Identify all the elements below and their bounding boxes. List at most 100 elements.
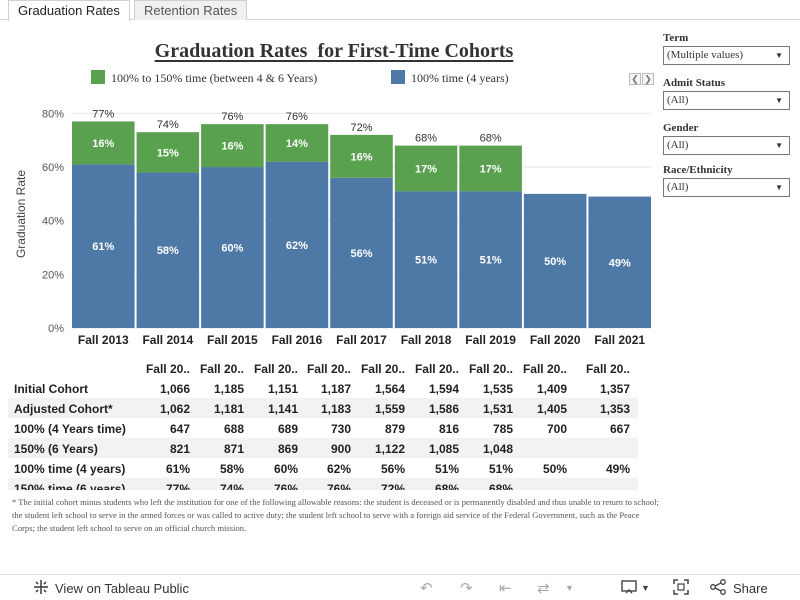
chart-title: Graduation Rates for First-Time Cohorts [154,40,514,62]
sheet-tabs: Graduation Rates Retention Rates [0,0,800,21]
column-header: Fall 20.. [253,362,298,376]
chevron-down-icon: ▼ [775,51,783,60]
row-label: Adjusted Cohort* [14,402,113,416]
table-cell: 60% [273,462,298,476]
term-value: (Multiple values) [667,49,744,61]
table-cell: 1,531 [482,402,513,416]
table-cell: 76% [273,482,298,490]
cohort-data-table[interactable]: Fall 20.. Fall 20.. Fall 20.. Fall 20.. … [8,358,638,490]
share-icon[interactable] [710,579,726,599]
view-on-tableau-public-link[interactable]: View on Tableau Public [55,581,189,596]
table-cell: 1,564 [374,382,405,396]
tab-retention-rates[interactable]: Retention Rates [134,0,248,20]
y-axis-title: Graduation Rate [14,170,28,258]
revert-icon[interactable]: ⇤ [499,580,512,597]
bar-150-time [330,134,393,178]
bar-150-time [459,145,522,192]
refresh-icon[interactable]: ⇄ [537,580,550,597]
bar-label-100-time: 51% [415,255,437,267]
bar-total-label: 77% [92,108,114,120]
table-cell: 1,357 [599,382,630,396]
column-header: Fall 20.. [585,362,630,376]
redo-icon[interactable]: ↷ [460,580,473,597]
tab-graduation-rates[interactable]: Graduation Rates [8,0,130,21]
bar-label-150-time: 17% [480,163,502,175]
x-tick-label: Fall 2019 [465,333,516,347]
table-cell: 1,586 [428,402,459,416]
bar-100-time [136,172,200,328]
bar-label-100-time: 60% [221,243,243,255]
table-cell: 1,409 [536,382,567,396]
table-cell: 667 [609,422,630,436]
bar-label-150-time: 15% [157,147,179,159]
table-cell: 50% [542,462,567,476]
table-cell: 58% [219,462,244,476]
table-cell: 1,353 [599,402,630,416]
table-cell: 647 [169,422,190,436]
table-cell: 1,181 [213,402,244,416]
bar-total-label: 68% [415,133,437,145]
filter-label-gender: Gender [663,122,699,134]
bar-100-time [523,193,587,328]
scroll-right-icon[interactable]: ❯ [642,73,654,85]
table-cell: 785 [492,422,513,436]
bar-100-time [394,191,458,328]
table-cell: 68% [488,482,513,490]
x-tick-label: Fall 2015 [207,333,258,347]
bar-total-label: 76% [221,111,243,123]
table-cell: 816 [438,422,459,436]
table-cell: 1,066 [159,382,190,396]
table-cell: 49% [605,462,630,476]
table-cell: 700 [546,422,567,436]
legend-item-100[interactable]: 100% time (4 years) [391,70,509,86]
admit-status-select[interactable]: (All) ▼ [663,91,790,110]
table-row: 150% (6 Years) 821 871 869 900 1,122 1,085 1,04… [8,438,638,458]
filter-panel: Term (Multiple values) ▼ Admit Status (Al… [663,32,793,197]
chevron-down-icon: ▼ [775,96,783,105]
x-tick-label: Fall 2013 [78,333,129,347]
table-cell: 72% [380,482,405,490]
table-cell: 56% [380,462,405,476]
table-header-row: Fall 20.. Fall 20.. Fall 20.. Fall 20.. … [8,358,638,378]
term-select[interactable]: (Multiple values) ▼ [663,46,790,65]
table-cell: 74% [219,482,244,490]
filter-term: Term (Multiple values) ▼ [663,32,793,65]
chevron-down-icon[interactable]: ▼ [565,583,574,593]
table-row: Initial Cohort 1,066 1,185 1,151 1,187 1,564 1… [8,378,638,398]
race-ethnicity-value: (All) [667,181,689,193]
gender-select[interactable]: (All) ▼ [663,136,790,155]
table-cell: 1,183 [320,402,351,416]
footnote: * The initial cohort minus students who … [12,497,659,533]
column-header: Fall 20.. [468,362,513,376]
table-cell: 1,062 [159,402,190,416]
column-header: Fall 20.. [306,362,351,376]
x-tick-label: Fall 2018 [401,333,452,347]
tableau-logo-icon [33,579,49,598]
bar-150-time [136,132,200,173]
table-cell: 869 [277,442,298,456]
race-ethnicity-select[interactable]: (All) ▼ [663,178,790,197]
chevron-down-icon: ▼ [775,141,783,150]
row-label: 150% (6 Years) [14,442,98,456]
y-tick-label: 20% [42,269,64,281]
column-header: Fall 20.. [199,362,244,376]
column-header: Fall 20.. [360,362,405,376]
table-cell: 68% [434,482,459,490]
legend-item-150[interactable]: 100% to 150% time (between 4 & 6 Years) [91,70,317,86]
bar-label-100-time: 61% [92,241,114,253]
download-icon[interactable] [621,579,639,599]
table-cell: 688 [223,422,244,436]
share-button[interactable]: Share [733,581,768,596]
bar-100-time [201,167,264,328]
fullscreen-icon[interactable] [673,579,689,599]
legend-swatch-green [91,70,105,84]
filter-gender: Gender (All) ▼ [663,122,793,155]
row-label: Initial Cohort [14,382,88,396]
undo-icon[interactable]: ↶ [420,580,433,597]
bar-label-150-time: 16% [221,141,243,153]
row-label: 100% time (4 years) [14,462,126,476]
scroll-left-icon[interactable]: ❮ [629,73,641,85]
chevron-down-icon[interactable]: ▼ [641,583,650,593]
bar-chart: 0% 20% 40% 60% 80% Graduation Rate 61% 16% 77% Fa… [14,108,652,347]
x-tick-label: Fall 2021 [594,333,645,347]
